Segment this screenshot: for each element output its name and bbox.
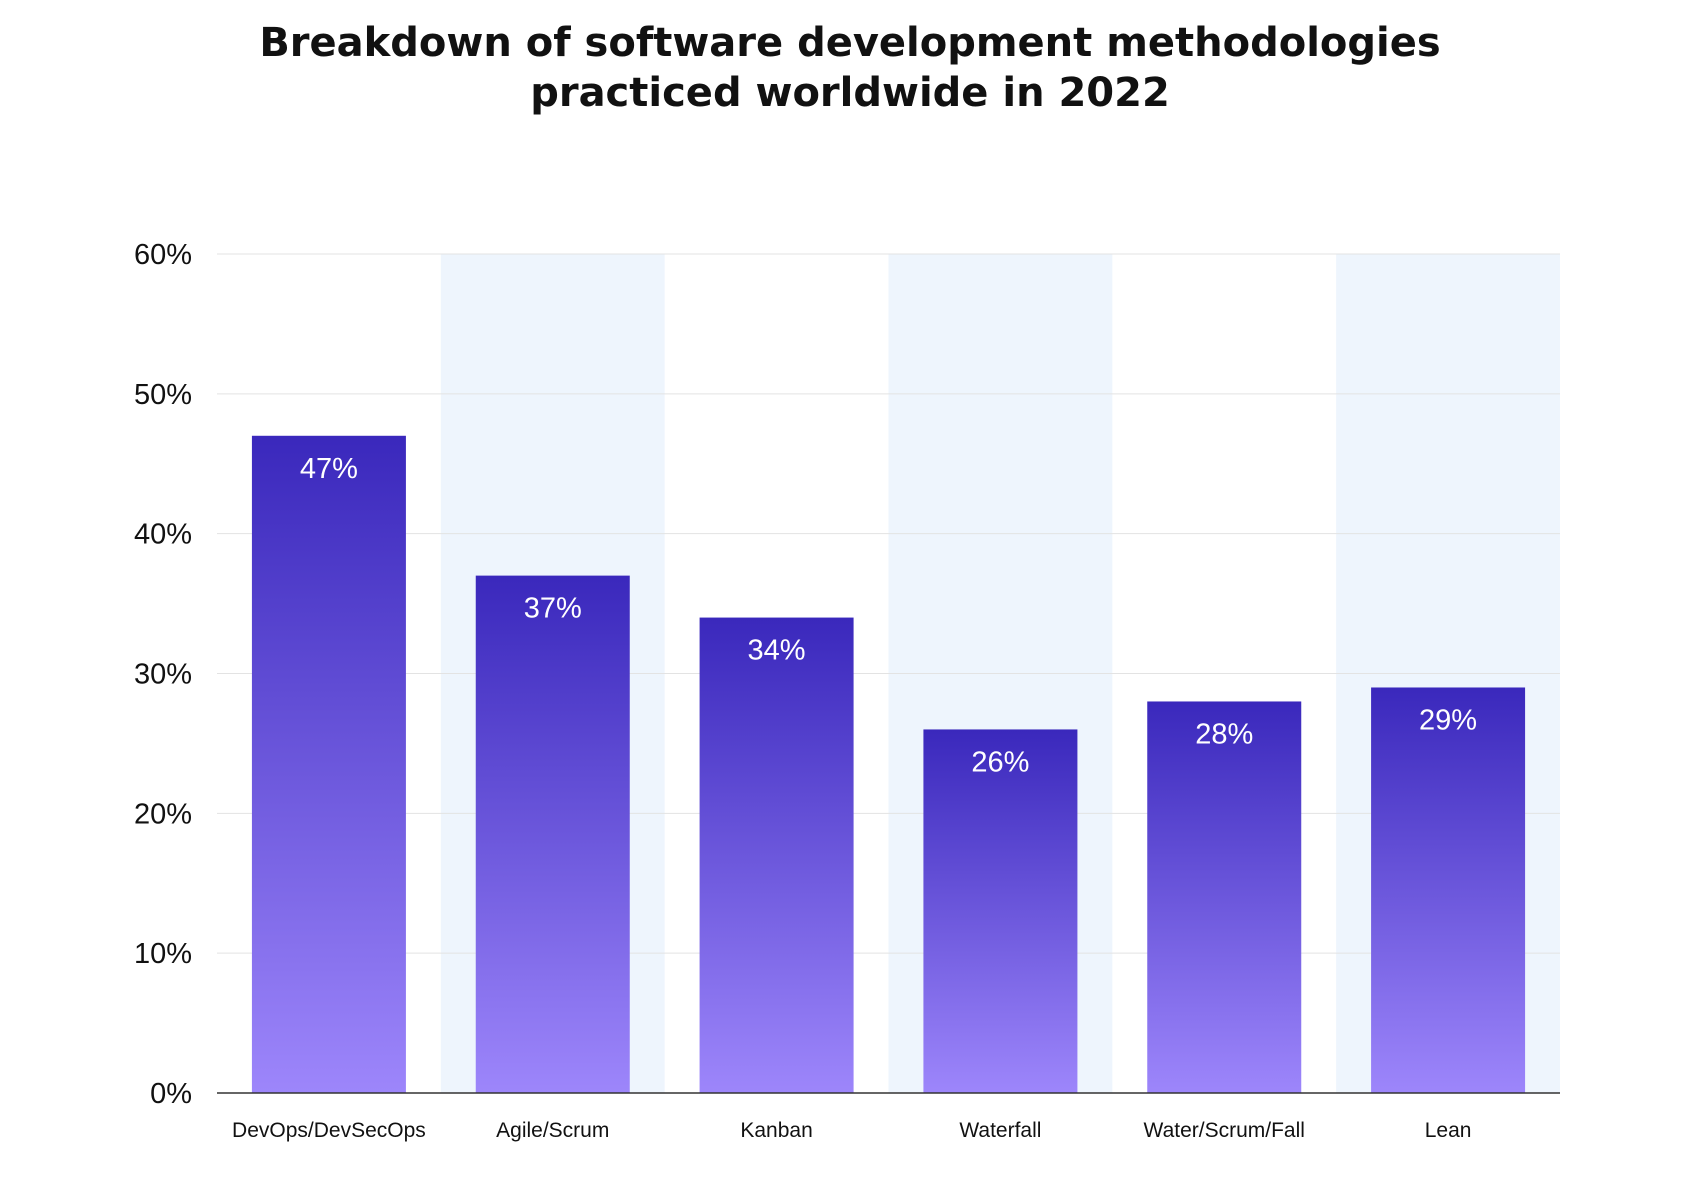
category-label-0: DevOps/DevSecOps [232, 1119, 426, 1142]
data-labels: 47% 37% 34% 26% 28% 29% [300, 453, 1477, 779]
chart-title-line-1: Breakdown of software development method… [259, 20, 1441, 66]
bars [251, 435, 1526, 1093]
y-tick-label: 40% [134, 519, 192, 551]
y-axis-ticks: 0% 10% 20% 30% 40% 50% 60% [134, 239, 192, 1110]
bar-1 [475, 575, 630, 1093]
bar-5 [1371, 687, 1526, 1093]
category-label-1: Agile/Scrum [496, 1119, 609, 1142]
data-label-3: 26% [971, 746, 1029, 778]
bar-4 [1147, 701, 1302, 1093]
category-label-5: Lean [1425, 1119, 1472, 1142]
category-label-2: Kanban [740, 1119, 812, 1142]
y-tick-label: 60% [134, 239, 192, 271]
data-label-0: 47% [300, 453, 358, 485]
data-label-2: 34% [748, 635, 806, 667]
data-label-5: 29% [1419, 704, 1477, 736]
y-tick-label: 30% [134, 659, 192, 691]
y-tick-label: 50% [134, 379, 192, 411]
category-label-4: Water/Scrum/Fall [1144, 1119, 1305, 1142]
bar-0 [251, 435, 406, 1093]
x-axis-categories: DevOps/DevSecOps Agile/Scrum Kanban Waterfa… [232, 1119, 1471, 1142]
data-label-1: 37% [524, 593, 582, 625]
bar-3 [923, 729, 1078, 1093]
chart-title-line-2: practiced worldwide in 2022 [530, 70, 1170, 116]
data-label-4: 28% [1195, 718, 1253, 750]
y-tick-label: 10% [134, 938, 192, 970]
bar-2 [699, 617, 854, 1093]
y-tick-label: 20% [134, 798, 192, 830]
chart-title: Breakdown of software development method… [0, 18, 1700, 118]
gridlines [217, 253, 1560, 954]
category-label-3: Waterfall [959, 1119, 1041, 1142]
y-tick-label: 0% [150, 1078, 192, 1110]
